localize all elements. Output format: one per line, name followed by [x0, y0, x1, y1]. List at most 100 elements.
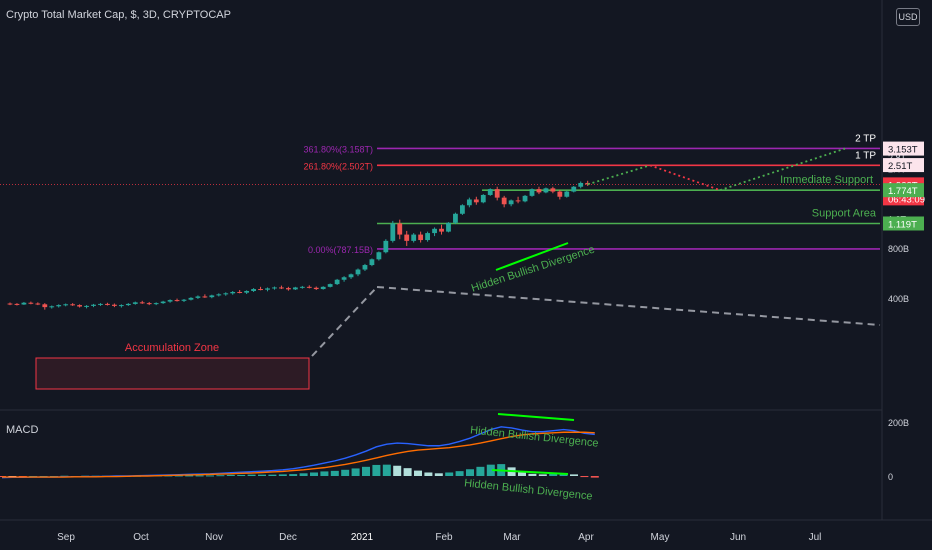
fib-361-label: 361.80%(3.158T) — [303, 144, 373, 154]
projection-leg-up-1 — [587, 164, 651, 186]
candle-body — [341, 277, 347, 280]
macd-histogram-bar — [258, 474, 266, 476]
macd-y-tick: 200B — [888, 418, 909, 428]
candle-body — [348, 274, 354, 278]
candle-body — [216, 294, 222, 296]
candle-body — [7, 303, 13, 305]
candle-body — [209, 295, 215, 298]
candle-body — [571, 186, 577, 192]
macd-histogram-bar — [237, 474, 246, 476]
price-axis-tag-text: 1.774T — [888, 186, 918, 197]
candle-body — [56, 305, 62, 307]
candle-body — [515, 200, 521, 202]
macd-histogram-bar — [320, 471, 329, 476]
x-tick-label: Mar — [503, 532, 521, 543]
candle-body — [181, 299, 187, 301]
x-tick-label: Jun — [730, 532, 746, 543]
macd-histogram-bar — [434, 473, 443, 476]
candle-body — [508, 200, 514, 205]
price-axis-tag-text: 2.51T — [888, 161, 912, 172]
candle-body — [77, 305, 82, 307]
candle-body — [258, 289, 263, 291]
candle-body — [292, 287, 298, 290]
price-axis-tag-text: 3.153T — [888, 145, 918, 156]
candle-body — [439, 228, 444, 232]
candle-body — [105, 303, 110, 305]
candle-body — [334, 279, 340, 285]
macd-histogram-bar — [310, 472, 318, 476]
macd-histogram-bar — [528, 473, 537, 476]
signal-line — [2, 431, 595, 478]
candle-body — [418, 234, 424, 241]
x-tick-label: Apr — [578, 532, 594, 543]
histogram-divergence-line — [491, 469, 569, 475]
x-tick-label: Sep — [57, 532, 75, 543]
macd-histogram-bar — [590, 476, 599, 478]
macd-histogram-bar — [341, 469, 350, 476]
candle-body — [223, 293, 229, 295]
price-axis-tag — [883, 141, 924, 156]
candle-body — [49, 306, 55, 308]
macd-histogram-bar — [330, 470, 339, 476]
macd-histogram-bar — [466, 469, 474, 476]
candle-body — [446, 222, 451, 232]
candle-body — [35, 303, 41, 305]
y-tick-label: 800B — [888, 244, 909, 254]
candle-body — [320, 286, 326, 290]
candle-body — [536, 189, 542, 193]
candle-body — [70, 304, 76, 306]
candle-body — [460, 205, 465, 214]
fib-0-label: 0.00%(787.15B) — [308, 245, 373, 255]
tp2-label: 2 TP — [855, 133, 876, 144]
macd-histogram-bar — [268, 474, 277, 476]
candle-body — [91, 304, 96, 306]
candle-body — [237, 291, 243, 293]
candle-body — [98, 303, 103, 305]
candle-body — [272, 287, 277, 289]
macd-histogram-bar — [278, 474, 287, 476]
chart-title: Crypto Total Market Cap, $, 3D, CRYPTOCA… — [6, 9, 231, 21]
support-area-label: Support Area — [812, 207, 877, 219]
x-tick-label: May — [651, 532, 670, 543]
candle-body — [125, 303, 131, 306]
macd-histogram-bar — [382, 464, 391, 476]
macd-histogram-bar — [476, 466, 485, 476]
candle-body — [473, 199, 479, 203]
macd-histogram-bar — [445, 472, 454, 476]
price-axis-tag — [883, 158, 924, 173]
macd-histogram-bar — [424, 472, 433, 476]
candle-body — [404, 234, 410, 241]
fib-261-label: 261.80%(2.502T) — [303, 161, 373, 171]
candle-body — [188, 297, 194, 300]
candle-body — [355, 269, 361, 275]
candle-body — [265, 288, 270, 290]
macd-histogram-bar — [185, 475, 194, 477]
macd-label: MACD — [6, 424, 39, 436]
candle-body — [279, 287, 284, 289]
candle-body — [557, 191, 563, 197]
macd-histogram-bar — [351, 468, 360, 476]
candle-body — [174, 300, 180, 302]
candle-body — [299, 286, 305, 288]
tp1-label: 1 TP — [855, 150, 876, 161]
projection-leg-down — [649, 164, 721, 192]
candle-body — [425, 233, 430, 241]
price-axis-tag — [883, 216, 924, 231]
candle-body — [306, 286, 312, 288]
descending-trend-line — [376, 286, 881, 326]
candle-body — [466, 199, 472, 206]
macd-histogram-bar — [289, 474, 298, 476]
x-tick-label: Dec — [279, 532, 297, 543]
accumulation-zone-box — [35, 357, 310, 390]
candle-body — [564, 191, 570, 197]
x-tick-label: Nov — [205, 532, 223, 543]
candle-body — [390, 223, 396, 241]
candle-body — [21, 302, 27, 305]
price-axis-tag — [883, 183, 924, 198]
candle-body — [362, 265, 368, 270]
candle-body — [286, 288, 291, 290]
macd-histogram-bar — [247, 474, 256, 476]
y-tick-label: 400B — [888, 294, 909, 304]
currency-button[interactable]: USD — [896, 8, 920, 26]
